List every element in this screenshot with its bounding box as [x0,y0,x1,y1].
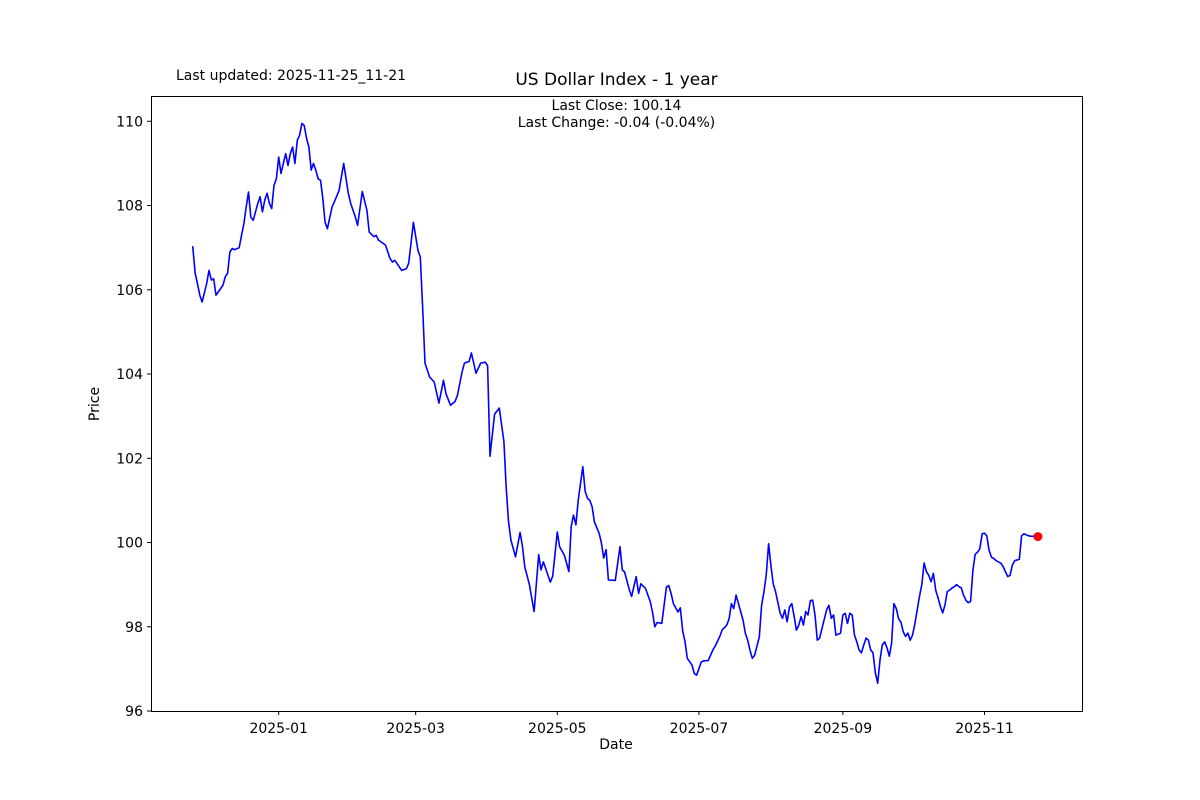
x-tick-label: 2025-01 [249,721,308,737]
price-line [192,122,1039,685]
y-axis-label: Price [87,387,103,421]
x-tick-label: 2025-07 [670,721,729,737]
y-tick-label: 108 [116,199,143,215]
y-tick-label: 100 [116,536,143,552]
chart-title: US Dollar Index - 1 year [515,70,718,90]
last-updated-text: Last updated: 2025-11-25_11-21 [176,68,407,84]
y-tick-label: 98 [125,620,143,636]
plot-generated-layer: 96 98 100 102 104 106 108 110 2025-01 2025-03 2025… [116,96,1083,737]
y-tick-label: 102 [116,451,143,467]
axes-frame [151,96,1083,712]
x-tick-label: 2025-11 [955,721,1014,737]
x-tick-label: 2025-03 [386,721,445,737]
y-tick-label: 110 [116,114,143,130]
y-tick-label: 96 [125,704,143,720]
last-change-line: Last Change: -0.04 (-0.04%) [517,115,716,131]
y-tick-label: 104 [116,367,143,383]
x-tick-label: 2025-05 [528,721,587,737]
last-close-marker [1033,532,1043,542]
last-close-annotation: Last Close: 100.14 Last Change: -0.04 (-… [151,98,1082,132]
x-axis-label: Date [599,737,632,753]
y-tick-label: 106 [116,283,143,299]
x-tick-label: 2025-09 [814,721,873,737]
last-close-line: Last Close: 100.14 [551,98,682,114]
